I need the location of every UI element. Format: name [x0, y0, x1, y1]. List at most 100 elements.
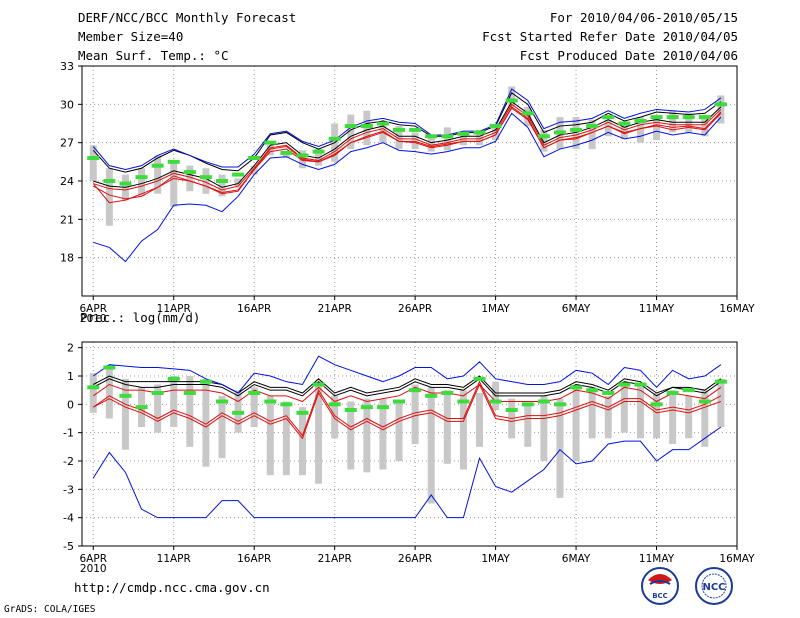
temp-median-marker	[586, 124, 599, 129]
variable-label: Mean Surf. Temp.: °C	[78, 48, 229, 63]
temp-spread-bar	[572, 117, 580, 150]
prec-ytick-label: -5	[63, 540, 74, 553]
member-size: Member Size=40	[78, 29, 184, 44]
temp-median-marker	[521, 111, 534, 116]
temp-median-marker	[714, 102, 727, 107]
prec-xtick-label: 6APR	[80, 553, 108, 565]
temp-median-marker	[393, 127, 406, 132]
prec-median-marker	[650, 402, 663, 407]
prec-ytick-label: 2	[67, 342, 74, 355]
prec-median-marker	[441, 391, 454, 395]
temp-spread-bar	[395, 126, 403, 150]
temp-median-marker	[473, 130, 486, 135]
prec-median-marker	[666, 391, 679, 395]
prec-spread-bar	[636, 384, 644, 439]
temp-median-marker	[505, 98, 518, 103]
bcc-logo: BCC	[641, 567, 679, 605]
prec-spread-bar	[717, 378, 725, 427]
temp-xtick-label: 1MAY	[481, 303, 510, 315]
temp-median-marker	[296, 153, 309, 158]
temp-spread-bar	[379, 123, 387, 143]
prec-xtick-label: 26APR	[398, 553, 432, 565]
prec-spread-bar	[411, 384, 419, 444]
prec-median-marker	[505, 408, 518, 412]
prec-xtick-label: 21APR	[318, 553, 352, 565]
prec-median-marker	[393, 399, 406, 404]
temp-spread-bar	[508, 86, 516, 107]
prec-median-marker	[409, 388, 422, 393]
temp-median-marker	[183, 170, 196, 175]
temp-spread-bar	[443, 127, 451, 151]
prec-spread-bar	[588, 387, 596, 439]
prec-median-marker	[232, 410, 245, 415]
prec-xtick-label: 11MAY	[639, 553, 675, 565]
prec-median-marker	[521, 402, 534, 407]
prec-spread-bar	[250, 387, 258, 427]
prec-xtick-label: 16APR	[237, 553, 271, 565]
temp-median-marker	[232, 172, 245, 177]
prec-median-marker	[296, 410, 309, 415]
prec-median-marker	[216, 399, 229, 404]
prec-spread-bar	[427, 387, 435, 504]
website-url[interactable]: http://cmdp.ncc.cma.gov.cn	[74, 580, 270, 595]
prec-median-marker	[618, 382, 631, 387]
temp-xtick-label: 6MAY	[562, 303, 591, 315]
temp-spread-bar	[653, 117, 661, 141]
prec-spread-bar	[540, 395, 548, 461]
temp-median-marker	[570, 127, 583, 132]
prec-xtick-label: 11APR	[157, 553, 191, 565]
temp-spread-bar	[620, 123, 628, 139]
temp-spread-bar	[701, 117, 709, 137]
temp-median-marker	[167, 159, 180, 164]
prec-spread-bar	[443, 390, 451, 464]
prec-median-marker	[425, 393, 438, 398]
prec-year-label: 2010	[80, 563, 107, 575]
prec-spread-bar	[556, 398, 564, 498]
temp-median-marker	[409, 127, 422, 132]
prec-median-marker	[473, 376, 486, 381]
temp-spread-bar	[170, 161, 178, 207]
temp-spread-bar	[540, 129, 548, 152]
prec-median-marker	[344, 408, 357, 412]
temp-spread-bar	[427, 136, 435, 152]
temp-min-line	[93, 112, 722, 263]
grads-credit: GrADS: COLA/IGES	[4, 604, 96, 615]
temp-spread-bar	[105, 168, 113, 226]
temp-median-marker	[312, 149, 325, 154]
prec-upper-line	[93, 375, 722, 394]
prec-spread-bar	[572, 384, 580, 461]
prec-median-marker	[682, 388, 695, 393]
prec-spread-bar	[476, 393, 484, 447]
temp-upper-line	[92, 92, 722, 173]
prec-spread-bar	[315, 381, 323, 484]
prec-median-marker	[151, 391, 164, 395]
temp-median-marker	[119, 181, 132, 186]
temp-median-marker	[537, 134, 550, 139]
prec-spread-bar	[154, 384, 162, 433]
temp-plot-frame	[81, 65, 738, 297]
prec-median-marker	[167, 376, 180, 381]
temp-median-marker	[376, 121, 389, 126]
temp-median-marker	[441, 134, 454, 139]
prec-median-marker	[119, 393, 132, 398]
temp-median-marker	[87, 156, 100, 160]
temp-median-marker	[602, 115, 615, 120]
precip-label: Prec.: log(mm/d)	[80, 310, 201, 325]
temp-median-marker	[425, 134, 438, 139]
ncc-logo-text: NCC	[702, 582, 725, 593]
prec-median-marker	[199, 379, 212, 384]
temp-ytick-label: 30	[60, 98, 74, 111]
prec-ytick-label: 0	[67, 398, 74, 411]
prec-median-marker	[489, 399, 502, 404]
temp-spread-bar	[685, 113, 693, 133]
temp-median-marker	[698, 115, 711, 120]
prec-spread-bar	[669, 390, 677, 444]
temp-xtick-label: 16APR	[237, 303, 271, 315]
prec-median-marker	[714, 379, 727, 384]
temp-spread-bar	[89, 145, 97, 181]
prec-spread-bar	[186, 376, 194, 447]
prec-spread-bar	[653, 393, 661, 439]
temp-spread-bar	[476, 129, 484, 146]
prec-spread-bar	[331, 395, 339, 439]
temp-spread-bar	[669, 110, 677, 133]
